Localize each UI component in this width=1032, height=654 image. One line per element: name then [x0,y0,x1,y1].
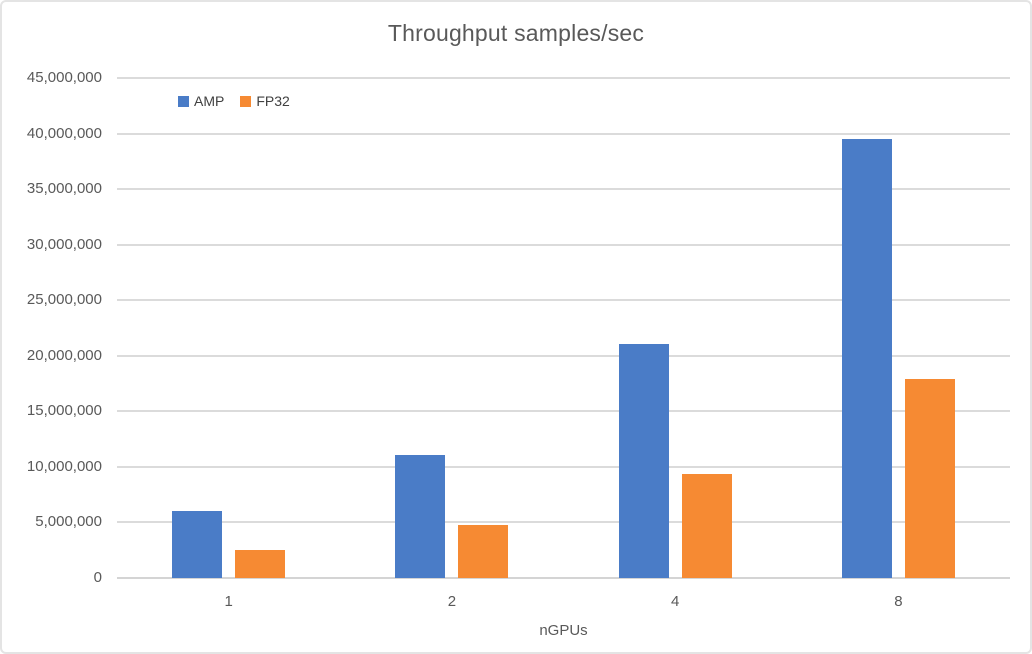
bar-fp32-ngpus-1 [235,550,286,578]
bar-amp-ngpus-4 [618,343,669,578]
legend-swatch-icon [178,95,189,107]
y-tick-label: 30,000,000 [26,235,102,253]
y-tick-label: 25,000,000 [26,291,102,309]
bar-amp-ngpus-8 [841,139,892,578]
y-tick-label: 10,000,000 [26,457,102,475]
plot-area: 1 2 4 8 [117,77,1010,610]
gridline [117,410,1010,413]
gridline [117,243,1010,246]
bar-amp-ngpus-1 [172,511,223,578]
gridline [117,188,1010,191]
y-tick-label: 15,000,000 [26,402,102,420]
x-tick-label: 1 [224,593,233,610]
legend: AMP FP32 [178,93,290,109]
y-axis-tick-labels: 0 5,000,000 10,000,000 15,000,000 20,000,000… [2,69,102,586]
gridline [117,299,1010,302]
bar-fp32-ngpus-8 [904,379,955,578]
legend-label: AMP [194,93,225,109]
y-tick-label: 35,000,000 [26,180,102,198]
gridline [117,77,1010,79]
x-axis-line [117,577,1010,579]
y-tick-label: 0 [93,569,102,586]
legend-item-amp: AMP [178,93,224,109]
gridline [117,354,1010,357]
y-tick-label: 20,000,000 [26,346,102,364]
legend-swatch-icon [240,95,252,107]
y-tick-label: 5,000,000 [35,513,102,531]
x-tick-label: 2 [447,593,457,610]
x-tick-label: 4 [670,593,680,610]
gridline [117,132,1010,135]
x-axis-title: nGPUs [539,622,588,639]
chart-title: Throughput samples/sec [387,20,645,46]
gridline [117,465,1010,468]
y-tick-label: 45,000,000 [26,69,102,86]
bar-fp32-ngpus-4 [681,473,732,578]
y-tick-label: 40,000,000 [26,124,102,142]
bar-fp32-ngpus-2 [458,524,509,578]
legend-label: FP32 [256,93,290,109]
bar-amp-ngpus-2 [395,454,446,578]
x-tick-label: 8 [894,593,903,610]
gridline [117,521,1010,524]
legend-item-fp32: FP32 [240,93,290,109]
